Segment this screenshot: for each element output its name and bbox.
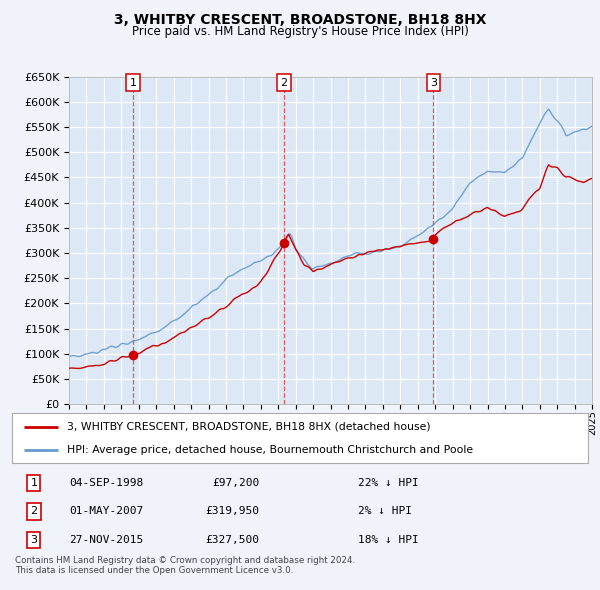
Text: 3: 3 (430, 78, 437, 88)
Text: HPI: Average price, detached house, Bournemouth Christchurch and Poole: HPI: Average price, detached house, Bour… (67, 445, 473, 455)
Text: 01-MAY-2007: 01-MAY-2007 (70, 506, 144, 516)
Text: 04-SEP-1998: 04-SEP-1998 (70, 478, 144, 488)
Text: Price paid vs. HM Land Registry's House Price Index (HPI): Price paid vs. HM Land Registry's House … (131, 25, 469, 38)
Text: 2% ↓ HPI: 2% ↓ HPI (358, 506, 412, 516)
Text: Contains HM Land Registry data © Crown copyright and database right 2024.: Contains HM Land Registry data © Crown c… (15, 556, 355, 565)
Text: 3: 3 (31, 535, 37, 545)
Text: This data is licensed under the Open Government Licence v3.0.: This data is licensed under the Open Gov… (15, 566, 293, 575)
Text: £319,950: £319,950 (206, 506, 260, 516)
Text: 3, WHITBY CRESCENT, BROADSTONE, BH18 8HX: 3, WHITBY CRESCENT, BROADSTONE, BH18 8HX (114, 13, 486, 27)
Text: 1: 1 (31, 478, 37, 488)
Text: £97,200: £97,200 (212, 478, 260, 488)
Text: 2: 2 (280, 78, 287, 88)
Text: 22% ↓ HPI: 22% ↓ HPI (358, 478, 418, 488)
Text: 1: 1 (130, 78, 137, 88)
Text: 2: 2 (31, 506, 37, 516)
Text: 18% ↓ HPI: 18% ↓ HPI (358, 535, 418, 545)
Text: £327,500: £327,500 (206, 535, 260, 545)
Text: 3, WHITBY CRESCENT, BROADSTONE, BH18 8HX (detached house): 3, WHITBY CRESCENT, BROADSTONE, BH18 8HX… (67, 421, 430, 431)
Text: 27-NOV-2015: 27-NOV-2015 (70, 535, 144, 545)
